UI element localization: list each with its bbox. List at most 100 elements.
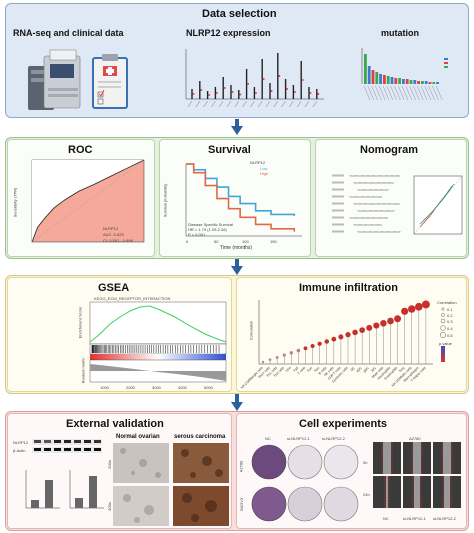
mutation-bar	[390, 77, 394, 84]
immune-dot	[289, 351, 294, 355]
immune-dot	[275, 355, 279, 359]
immune-dot	[401, 307, 409, 315]
normal-ovarian-label: Normal ovarian	[116, 434, 160, 440]
immune-dot	[261, 360, 265, 364]
roc-legend-3: CI: 0.561 - 0.696	[103, 238, 133, 243]
bottom-label-nc: NC	[383, 516, 389, 521]
ihc-serous-200x	[173, 443, 229, 483]
expression-tick	[219, 100, 224, 108]
expression-dot	[200, 89, 203, 91]
ihc-normal-200x	[113, 443, 169, 483]
expression-tick	[195, 100, 200, 108]
immune-category-label: B cells	[318, 366, 328, 376]
expression-tick	[297, 100, 302, 108]
immune-category-label: iDC	[370, 365, 377, 372]
mutation-bar	[398, 78, 401, 84]
gsea-xtick-0: 1000	[100, 385, 109, 390]
mutation-tick	[367, 85, 374, 101]
expression-tick	[203, 100, 208, 108]
gsea-subpanel: GSEA KEGG_ECM_RECEPTOR_INTERACTION Enric…	[7, 277, 232, 392]
immune-legend-item-4: 0.4	[447, 326, 453, 331]
expression-tick	[242, 100, 247, 108]
mutation-tick	[409, 85, 416, 101]
mutation-tick	[417, 85, 424, 101]
expression-tick	[265, 100, 271, 108]
server-illustration	[28, 49, 81, 110]
nomogram-label	[332, 209, 344, 212]
mutation-bar	[375, 72, 379, 84]
bottom-label-si2: si-NLRP12-2	[433, 516, 456, 521]
gsea-plot-title: KEGG_ECM_RECEPTOR_INTERACTION	[94, 296, 171, 301]
immune-dot	[421, 300, 430, 309]
expression-dot	[309, 92, 312, 94]
immune-legend-circles	[440, 307, 446, 362]
survival-ylabel: Survival probability	[162, 183, 168, 218]
survival-legend-low: Low	[260, 166, 268, 171]
mutation-tick	[379, 85, 386, 101]
survival-subpanel: Survival Survival probability NLRP12 Low…	[159, 139, 311, 257]
nomogram-label	[332, 188, 344, 191]
survival-title: Survival	[208, 144, 251, 156]
immune-pvalue-title: p.value	[439, 341, 452, 346]
time-0h: 0h	[363, 460, 368, 465]
mutation-tick	[428, 85, 435, 101]
mutation-bar	[402, 79, 405, 84]
immune-category-label: DC	[350, 365, 357, 372]
roc-legend-1: NLRP12	[103, 226, 119, 231]
immune-ylabel: Correlation	[248, 320, 254, 341]
roc-curve-chart	[31, 159, 145, 243]
nomogram-label	[332, 195, 344, 198]
data-selection-title: Data selection	[202, 8, 277, 20]
expression-dot	[247, 83, 250, 85]
mutation-chart	[361, 48, 448, 101]
gsea-xtick-1: 2000	[126, 385, 135, 390]
expression-tick	[312, 100, 317, 108]
immune-category-label: NK cells	[323, 366, 335, 378]
mutation-bar	[413, 80, 417, 84]
nomogram-label	[332, 223, 344, 226]
col-label-si1: si-NLRP12-1	[287, 436, 310, 441]
expression-dot	[270, 90, 273, 92]
survival-note-1: Disease Specific Survival	[188, 222, 233, 227]
mutation-bar	[394, 78, 398, 84]
immune-dot	[394, 315, 402, 323]
immune-category-label: T cells	[297, 366, 307, 376]
mutation-bar	[405, 79, 409, 84]
cell-experiments-subpanel: Cell experiments NC si-NLRP12-1 si-NLRP1…	[236, 413, 467, 529]
immune-category-label: Tcm	[306, 366, 313, 373]
nomogram-chart	[332, 174, 401, 233]
expression-dot	[223, 87, 226, 89]
expression-dot	[317, 93, 320, 95]
mutation-tick	[371, 85, 378, 101]
immune-subpanel: Immune infiltration NK CD56bright cells T…	[236, 277, 467, 392]
nomogram-title: Nomogram	[360, 144, 419, 156]
row-label-skov3: SKOV3	[239, 497, 245, 512]
immune-dot	[359, 327, 366, 333]
gsea-enrichment-plot	[89, 301, 227, 383]
expression-tick	[187, 100, 193, 108]
gsea-ylabel-top: Enrichment Score	[77, 306, 83, 339]
gsea-xtick-2: 3000	[152, 385, 161, 390]
expression-tick	[250, 100, 255, 108]
mutation-bar	[386, 76, 390, 84]
expression-dot	[192, 93, 195, 95]
col-label-nc: NC	[265, 436, 271, 441]
expression-dot	[254, 92, 257, 94]
mutation-bar	[421, 81, 424, 84]
colony-plates	[251, 444, 359, 522]
immune-dot	[317, 341, 322, 346]
mutation-tick	[375, 85, 382, 101]
mrna-bar-chart	[69, 470, 104, 509]
expression-dot	[215, 92, 218, 94]
mutation-bar	[371, 70, 375, 84]
mutation-bar	[424, 81, 428, 84]
immune-category-label: Tgd	[292, 366, 299, 373]
flow-arrow-stem-1	[235, 119, 239, 127]
wound-gap	[386, 476, 388, 508]
expression-tick	[304, 100, 310, 108]
wound-healing-images	[373, 442, 461, 508]
immune-dot	[282, 353, 286, 357]
flow-arrow-2	[231, 266, 243, 275]
immune-dot	[387, 317, 394, 325]
